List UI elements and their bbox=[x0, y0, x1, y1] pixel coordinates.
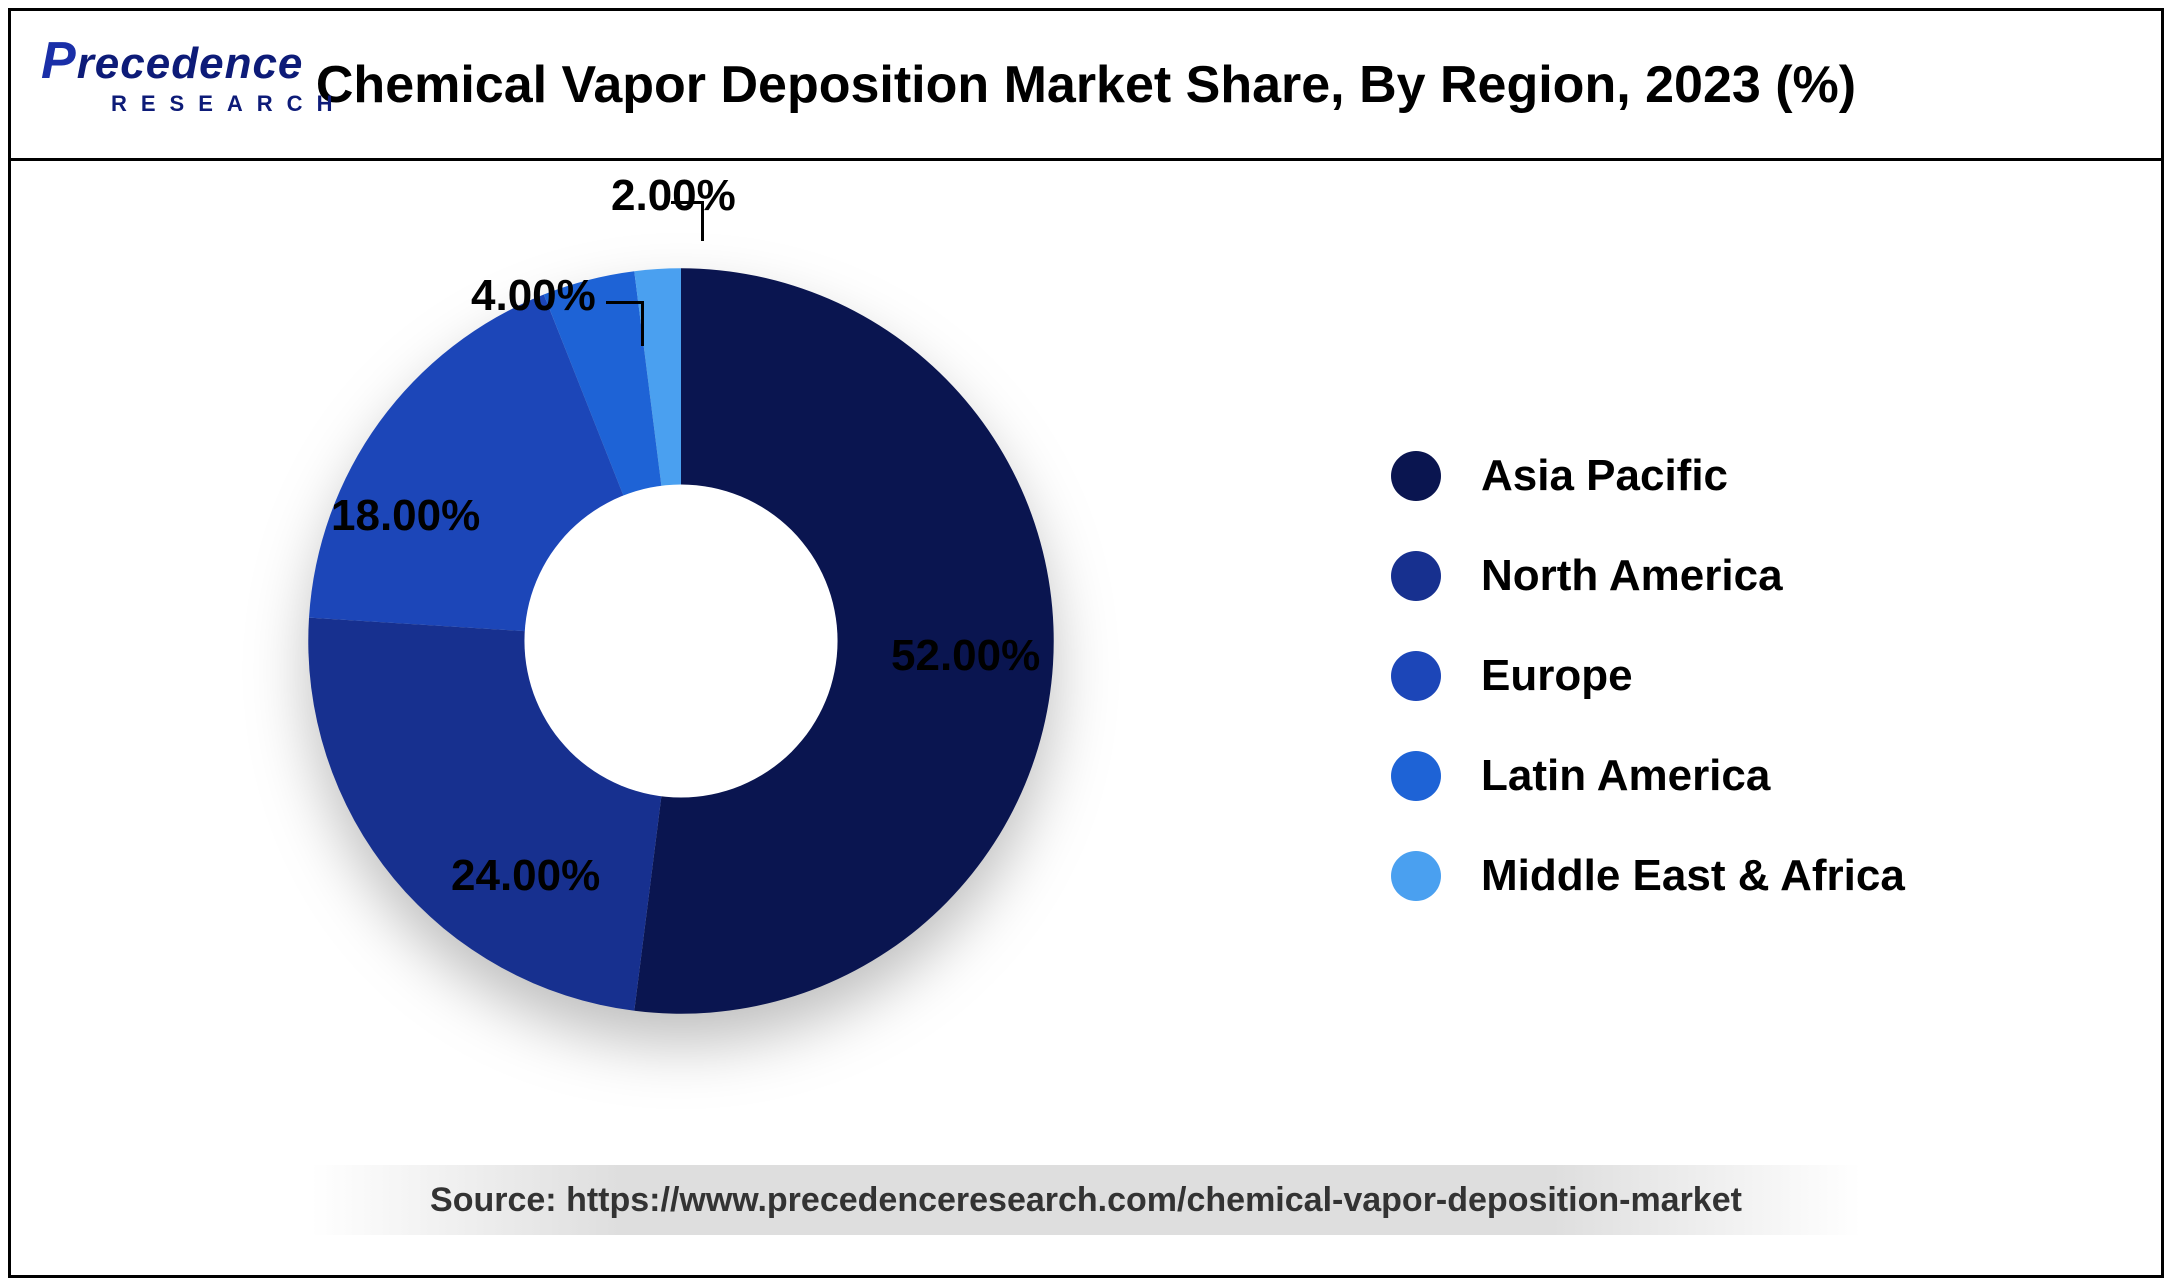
slice-label-4: 2.00% bbox=[611, 171, 736, 221]
legend-item: Europe bbox=[1391, 651, 2091, 701]
source-citation: Source: https://www.precedenceresearch.c… bbox=[311, 1165, 1861, 1235]
legend-swatch bbox=[1391, 751, 1441, 801]
leader-h-3 bbox=[606, 301, 641, 304]
leader-h-4 bbox=[671, 201, 701, 204]
legend-swatch bbox=[1391, 851, 1441, 901]
legend-swatch bbox=[1391, 651, 1441, 701]
legend-swatch bbox=[1391, 451, 1441, 501]
leader-v-4 bbox=[701, 201, 704, 241]
outer-frame: Precedence RESEARCH Chemical Vapor Depos… bbox=[8, 8, 2164, 1278]
slice-label-3: 4.00% bbox=[471, 271, 596, 321]
legend-item: North America bbox=[1391, 551, 2091, 601]
slice-label-1: 24.00% bbox=[451, 851, 600, 901]
legend-label: Asia Pacific bbox=[1481, 451, 1728, 501]
legend-item: Middle East & Africa bbox=[1391, 851, 2091, 901]
legend-label: Latin America bbox=[1481, 751, 1770, 801]
legend-label: Europe bbox=[1481, 651, 1633, 701]
legend-label: North America bbox=[1481, 551, 1783, 601]
legend-label: Middle East & Africa bbox=[1481, 851, 1905, 901]
legend-swatch bbox=[1391, 551, 1441, 601]
leader-v-3 bbox=[641, 301, 644, 346]
legend-item: Latin America bbox=[1391, 751, 2091, 801]
chart-title: Chemical Vapor Deposition Market Share, … bbox=[316, 55, 1856, 115]
legend: Asia Pacific North America Europe Latin Ame… bbox=[1391, 451, 2091, 951]
slice-label-0: 52.00% bbox=[891, 631, 1040, 681]
legend-item: Asia Pacific bbox=[1391, 451, 2091, 501]
slice-label-2: 18.00% bbox=[331, 491, 480, 541]
header-bar: Precedence RESEARCH Chemical Vapor Depos… bbox=[11, 11, 2161, 161]
logo-line1: Precedence bbox=[41, 31, 346, 91]
donut-chart: 52.00%24.00%18.00%4.00%2.00% bbox=[271, 231, 1091, 1051]
brand-logo: Precedence RESEARCH bbox=[41, 31, 346, 117]
logo-line2: RESEARCH bbox=[111, 91, 346, 117]
